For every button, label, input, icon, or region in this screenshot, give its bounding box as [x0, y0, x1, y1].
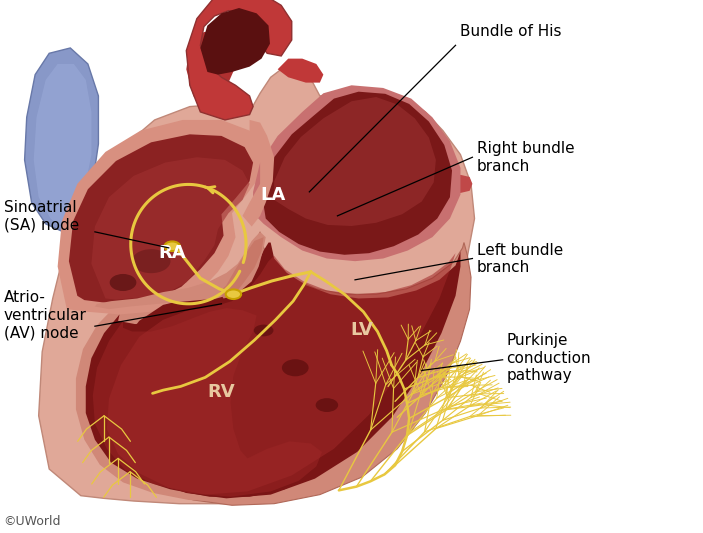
Text: Right bundle
branch: Right bundle branch: [477, 141, 574, 174]
Ellipse shape: [132, 249, 170, 273]
Polygon shape: [449, 175, 472, 193]
Polygon shape: [76, 292, 339, 502]
Polygon shape: [95, 232, 266, 309]
Polygon shape: [274, 97, 436, 226]
Polygon shape: [69, 134, 253, 303]
Polygon shape: [25, 48, 98, 232]
Polygon shape: [219, 237, 264, 298]
Text: LV: LV: [351, 321, 373, 340]
Polygon shape: [253, 85, 460, 261]
Polygon shape: [264, 92, 452, 255]
Text: Left bundle
branch: Left bundle branch: [477, 243, 563, 275]
Polygon shape: [34, 64, 91, 225]
Text: Sinoatrial
(SA) node: Sinoatrial (SA) node: [4, 200, 79, 232]
Ellipse shape: [226, 289, 241, 299]
Text: Atrio-
ventricular
(AV) node: Atrio- ventricular (AV) node: [4, 290, 86, 340]
Text: ©UWorld: ©UWorld: [4, 515, 61, 528]
Ellipse shape: [165, 241, 180, 251]
Polygon shape: [86, 297, 327, 497]
Polygon shape: [104, 243, 460, 498]
Polygon shape: [39, 67, 475, 504]
Polygon shape: [243, 120, 274, 227]
Text: Purkinje
conduction
pathway: Purkinje conduction pathway: [506, 333, 591, 383]
Ellipse shape: [254, 325, 273, 336]
Text: RV: RV: [207, 383, 236, 401]
Ellipse shape: [282, 359, 309, 376]
Polygon shape: [278, 59, 323, 83]
Text: RA: RA: [158, 244, 186, 262]
Polygon shape: [200, 8, 270, 75]
Ellipse shape: [316, 398, 338, 412]
Polygon shape: [84, 232, 471, 505]
Ellipse shape: [110, 274, 136, 291]
Polygon shape: [93, 308, 322, 497]
Polygon shape: [186, 0, 292, 120]
Text: Bundle of His: Bundle of His: [460, 24, 562, 39]
Polygon shape: [186, 32, 239, 109]
Polygon shape: [58, 120, 264, 314]
Polygon shape: [107, 253, 456, 495]
Polygon shape: [91, 157, 250, 300]
Text: LA: LA: [260, 185, 285, 204]
